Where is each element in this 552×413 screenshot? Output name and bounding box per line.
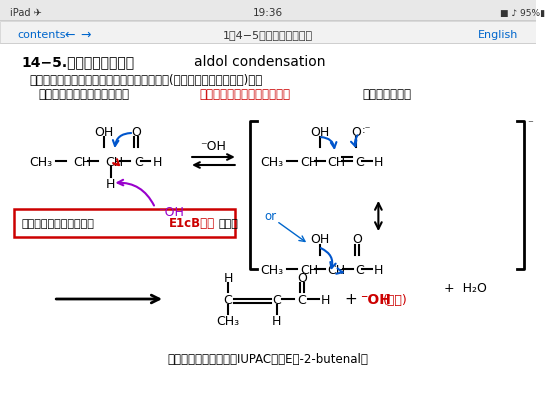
Text: OH: OH xyxy=(311,125,330,138)
Text: CH₃: CH₃ xyxy=(260,263,283,276)
Text: OH: OH xyxy=(311,233,330,246)
Text: :⁻: :⁻ xyxy=(339,266,349,275)
Text: H: H xyxy=(374,155,383,168)
Text: アルドール反応で生成したアルドール生成物(ヒドロキシアルドヒド)は、: アルドール反応で生成したアルドール生成物(ヒドロキシアルドヒド)は、 xyxy=(29,74,262,86)
Text: ⁻: ⁻ xyxy=(527,119,533,129)
Bar xyxy=(0,21,535,22)
Text: 脱水反応（結果として縮合）: 脱水反応（結果として縮合） xyxy=(200,87,291,100)
Text: aldol condensation: aldol condensation xyxy=(194,55,326,69)
Text: →: → xyxy=(80,28,91,41)
Text: 加熱や酸、塩基などの作用で: 加熱や酸、塩基などの作用で xyxy=(39,87,130,100)
Text: ⁻OH: ⁻OH xyxy=(200,140,226,153)
Text: O: O xyxy=(297,271,307,284)
Text: +: + xyxy=(344,292,357,307)
Text: H: H xyxy=(224,271,233,284)
Text: ⁻OH: ⁻OH xyxy=(158,205,184,218)
Text: クロトンアルデヒド（IUPAC：（E）-2-butenal）: クロトンアルデヒド（IUPAC：（E）-2-butenal） xyxy=(167,353,368,366)
Text: と呼ぶ: と呼ぶ xyxy=(218,218,238,228)
Bar xyxy=(0,22,535,44)
Text: OH: OH xyxy=(94,125,114,138)
Text: contents: contents xyxy=(18,30,66,40)
Text: C: C xyxy=(355,155,364,168)
Text: C: C xyxy=(272,293,281,306)
Text: CH: CH xyxy=(73,155,91,168)
Text: この形式の脱離反応を: この形式の脱離反応を xyxy=(22,218,94,228)
Text: CH: CH xyxy=(327,263,345,276)
Text: ■ ♪ 95%▮: ■ ♪ 95%▮ xyxy=(500,9,545,17)
Text: を起こしやすい: を起こしやすい xyxy=(363,87,412,100)
Bar xyxy=(14,209,235,237)
Text: (再生): (再生) xyxy=(383,293,408,306)
Text: H: H xyxy=(106,177,115,190)
Text: CH₃: CH₃ xyxy=(29,155,52,168)
Text: O: O xyxy=(131,125,141,138)
Text: C: C xyxy=(224,293,232,306)
Text: C: C xyxy=(134,155,142,168)
Text: 14−5.　アルドール縮合: 14−5. アルドール縮合 xyxy=(22,55,135,69)
Text: CH: CH xyxy=(105,155,123,168)
Text: iPad ✈: iPad ✈ xyxy=(10,8,41,18)
Text: ←: ← xyxy=(65,28,75,41)
Text: C: C xyxy=(298,293,306,306)
Text: ⁻OH: ⁻OH xyxy=(360,292,391,306)
Text: E1cB反応: E1cB反応 xyxy=(169,217,215,230)
Text: CH: CH xyxy=(327,155,345,168)
Text: O: O xyxy=(351,125,361,138)
Text: +  H₂O: + H₂O xyxy=(444,281,487,294)
Bar xyxy=(0,0,535,22)
Text: O: O xyxy=(352,233,362,246)
Text: CH: CH xyxy=(300,155,318,168)
Text: H: H xyxy=(320,293,330,306)
Text: English: English xyxy=(477,30,518,40)
Text: CH₃: CH₃ xyxy=(260,155,283,168)
Text: H: H xyxy=(374,263,383,276)
Text: CH₃: CH₃ xyxy=(216,315,240,328)
Text: or: or xyxy=(264,210,276,223)
Text: 1て4−5．アルドール縮合: 1て4−5．アルドール縮合 xyxy=(222,30,313,40)
Text: 19:36: 19:36 xyxy=(253,8,283,18)
Text: CH: CH xyxy=(300,263,318,276)
Text: C: C xyxy=(355,263,364,276)
Text: H: H xyxy=(272,315,281,328)
Text: H: H xyxy=(152,155,162,168)
Text: :⁻: :⁻ xyxy=(362,125,371,135)
